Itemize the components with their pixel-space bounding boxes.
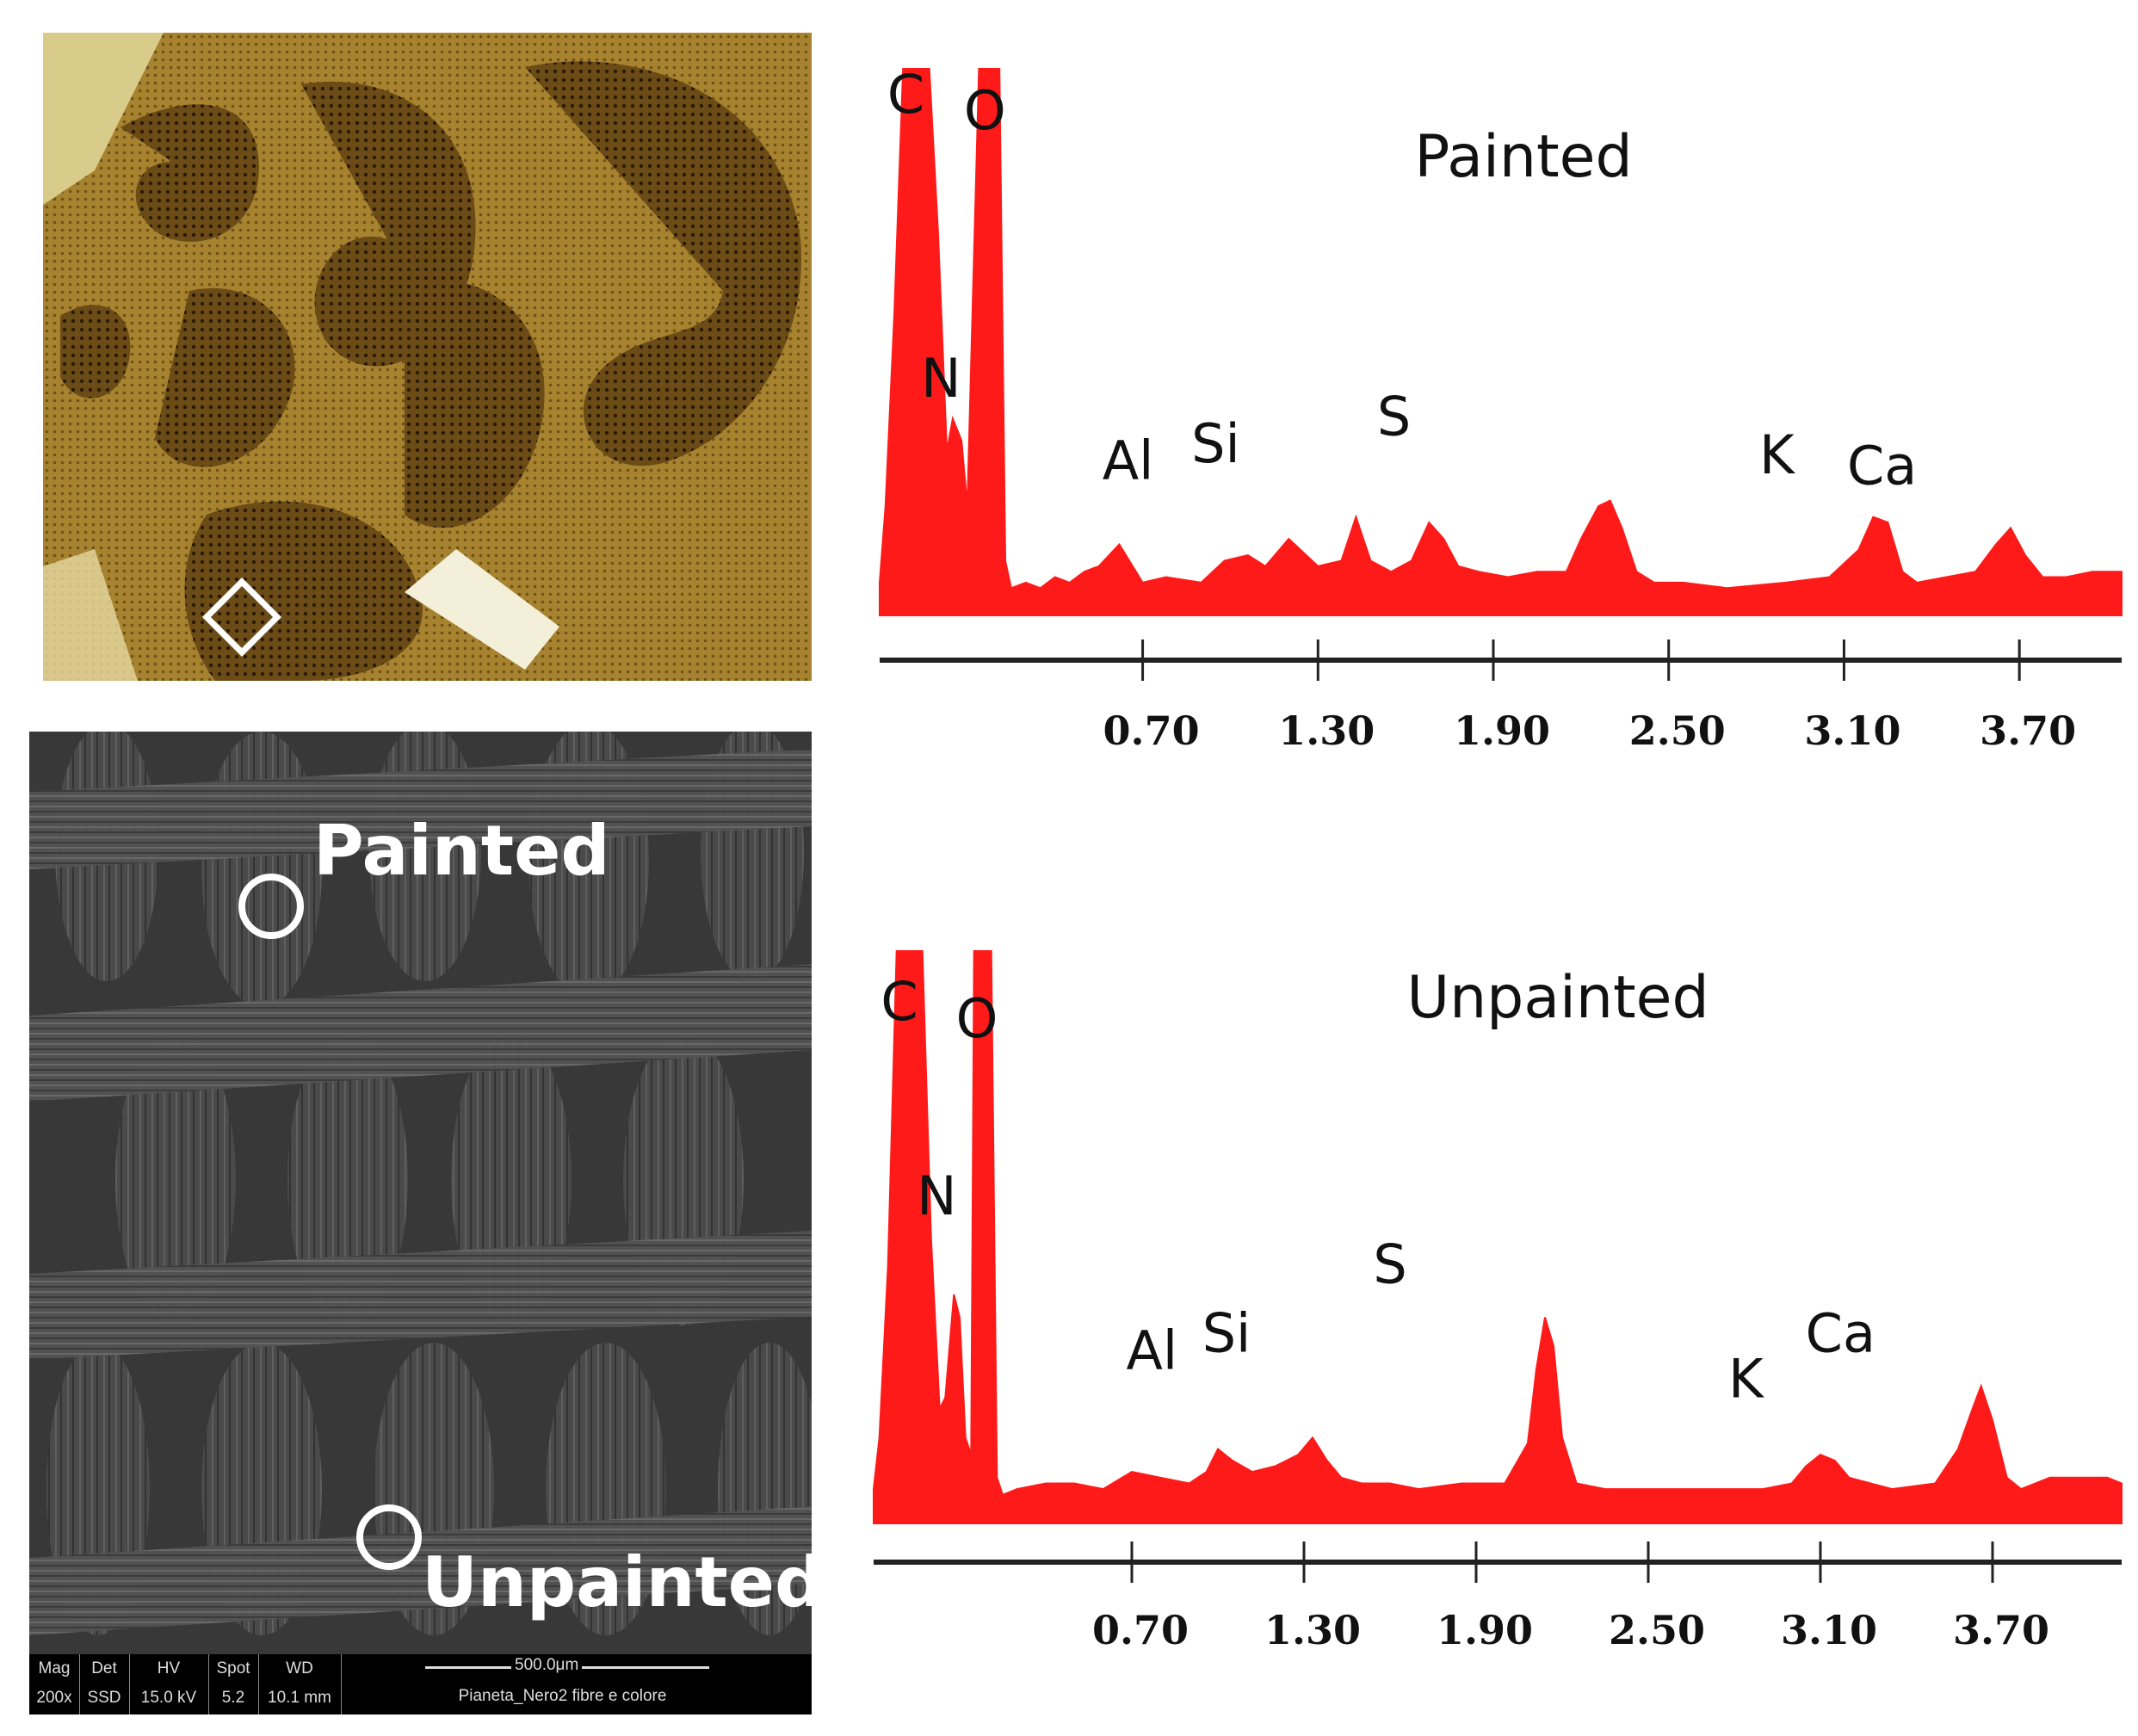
- peak-label-k: K: [1728, 1348, 1764, 1411]
- peak-label-s: S: [1373, 1233, 1406, 1296]
- x-tick-label: 0.70: [1103, 707, 1200, 754]
- x-tick-label: 3.70: [1953, 1607, 2049, 1653]
- x-tick-label: 1.30: [1264, 1607, 1361, 1653]
- spectrum-area: [879, 68, 2123, 616]
- peak-label-o: O: [956, 987, 998, 1050]
- x-tick-label: 2.50: [1609, 1607, 1705, 1653]
- peak-label-al: Al: [1103, 429, 1154, 491]
- peak-label-ca: Ca: [1806, 1302, 1875, 1365]
- eds-spectrum-unpainted: 0.70 1.30 1.90 2.50 3.10 3.70 Unpainted C O N Al Si…: [873, 950, 2123, 1653]
- scale-bar-label: 500.0μm: [511, 1656, 583, 1675]
- peak-label-al: Al: [1127, 1319, 1178, 1381]
- eds-spectrum-painted: 0.70 1.30 1.90 2.50 3.10 3.70 Painted C O N Al Si S K…: [879, 63, 2123, 754]
- databar-mag: Mag 200x: [29, 1654, 80, 1714]
- sem-label-unpainted: Unpainted: [422, 1542, 812, 1622]
- unpainted-spot-marker: [356, 1504, 422, 1570]
- peak-label-si: Si: [1202, 1302, 1251, 1365]
- sample-region-marker: [202, 578, 281, 657]
- x-tick-label: 2.50: [1629, 707, 1726, 754]
- sem-label-painted: Painted: [313, 811, 610, 891]
- databar-wd: WD 10.1 mm: [258, 1654, 342, 1714]
- x-tick-label: 3.10: [1781, 1607, 1877, 1653]
- databar-spot: Spot 5.2: [208, 1654, 259, 1714]
- x-tick-label: 3.10: [1804, 707, 1900, 754]
- peak-label-c: C: [887, 63, 924, 126]
- sample-name: Pianeta_Nero2 fibre e colore: [458, 1687, 667, 1705]
- peak-label-n: N: [921, 347, 961, 410]
- x-tick-label: 1.90: [1437, 1607, 1533, 1653]
- x-tick-label: 1.30: [1278, 707, 1375, 754]
- optical-photo: [43, 33, 812, 681]
- x-tick-label: 1.90: [1454, 707, 1550, 754]
- painted-spot-marker: [238, 874, 304, 939]
- peak-label-s: S: [1377, 385, 1411, 448]
- chart-title: Unpainted: [1406, 964, 1709, 1032]
- peak-label-c: C: [881, 970, 918, 1033]
- databar-hv: HV 15.0 kV: [129, 1654, 209, 1714]
- databar-det: Det SSD: [79, 1654, 130, 1714]
- peak-label-n: N: [917, 1165, 956, 1227]
- peak-label-si: Si: [1191, 412, 1240, 475]
- spectrum-area: [873, 950, 2123, 1524]
- sem-micrograph: Painted Unpainted Mag 200x Det SSD HV 15.0 …: [29, 732, 812, 1714]
- peak-label-ca: Ca: [1847, 435, 1917, 497]
- chart-title: Painted: [1414, 123, 1632, 191]
- peak-label-o: O: [964, 79, 1006, 142]
- sem-databar: Mag 200x Det SSD HV 15.0 kV Spot 5.2 WD 10.1 …: [29, 1654, 812, 1714]
- x-tick-label: 0.70: [1092, 1607, 1189, 1653]
- x-tick-label: 3.70: [1980, 707, 2076, 754]
- brocade-image: [43, 33, 812, 681]
- peak-label-k: K: [1759, 423, 1795, 486]
- sem-weave-image: [29, 732, 812, 1654]
